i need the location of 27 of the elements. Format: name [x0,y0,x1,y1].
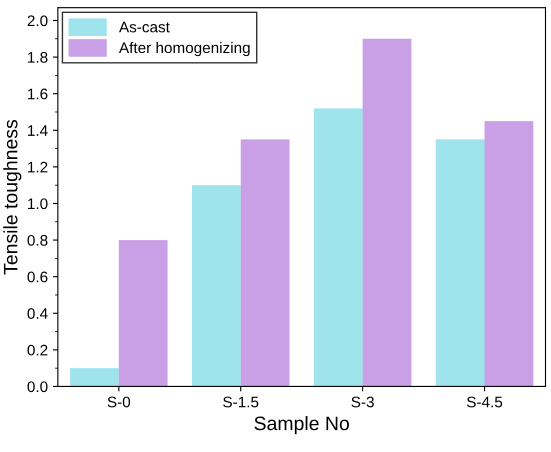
y-tick-label: 0.0 [27,381,48,392]
x-tick-label: S-1.5 [223,396,258,408]
y-axis-title: Tensile toughness [3,120,22,274]
bar [118,240,168,386]
y-tick-label: 1.4 [28,125,48,136]
bar [240,139,290,386]
y-tick-label: 1.6 [28,88,48,100]
bar [484,121,534,386]
bar [362,38,412,386]
y-tick-label: 0.8 [27,234,48,246]
y-tick-label: 2.0 [28,15,48,26]
x-tick-label: S-0 [108,396,130,408]
bar [192,185,241,386]
y-tick-label: 1.8 [28,52,48,63]
x-tick-label: S-4.5 [466,396,502,408]
y-tick-label: 0.6 [27,272,48,282]
bar [436,139,485,386]
x-axis-title: Sample No [254,416,349,434]
bar [314,108,363,386]
legend-label: After homogenizing [118,42,250,56]
y-tick-label: 1.2 [28,162,48,172]
y-tick-label: 0.2 [27,344,48,356]
legend-label: As-cast [118,22,170,32]
y-tick-label: 0.4 [27,308,48,319]
y-tick-label: 1.0 [28,198,48,210]
x-tick-label: S-3 [351,396,374,408]
bar [70,368,119,386]
